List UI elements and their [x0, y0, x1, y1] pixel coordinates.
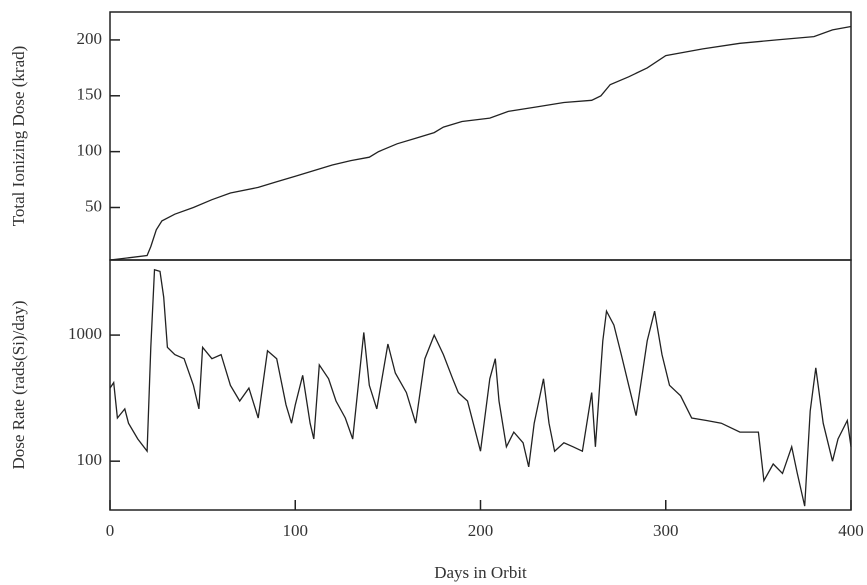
top-frame — [109, 11, 852, 261]
data-line — [109, 268, 852, 507]
data-line — [109, 25, 852, 261]
x-tick-label: 0 — [106, 521, 115, 540]
x-tick-label: 400 — [838, 521, 864, 540]
y-tick-label: 200 — [77, 29, 103, 48]
x-tick-label: 100 — [283, 521, 309, 540]
y-axis-label: Total Ionizing Dose (krad) — [9, 46, 28, 227]
x-tick-label: 200 — [468, 521, 494, 540]
bottom-frame — [109, 259, 852, 511]
y-tick-label: 150 — [77, 85, 103, 104]
x-axis-label: Days in Orbit — [434, 563, 527, 582]
x-tick-label: 300 — [653, 521, 679, 540]
y-tick-label: 100 — [77, 450, 103, 469]
y-tick-label: 100 — [77, 141, 103, 160]
y-tick-label: 1000 — [68, 324, 102, 343]
y-axis-label: Dose Rate (rads(Si)/day) — [9, 300, 28, 469]
y-tick-label: 50 — [85, 196, 102, 215]
